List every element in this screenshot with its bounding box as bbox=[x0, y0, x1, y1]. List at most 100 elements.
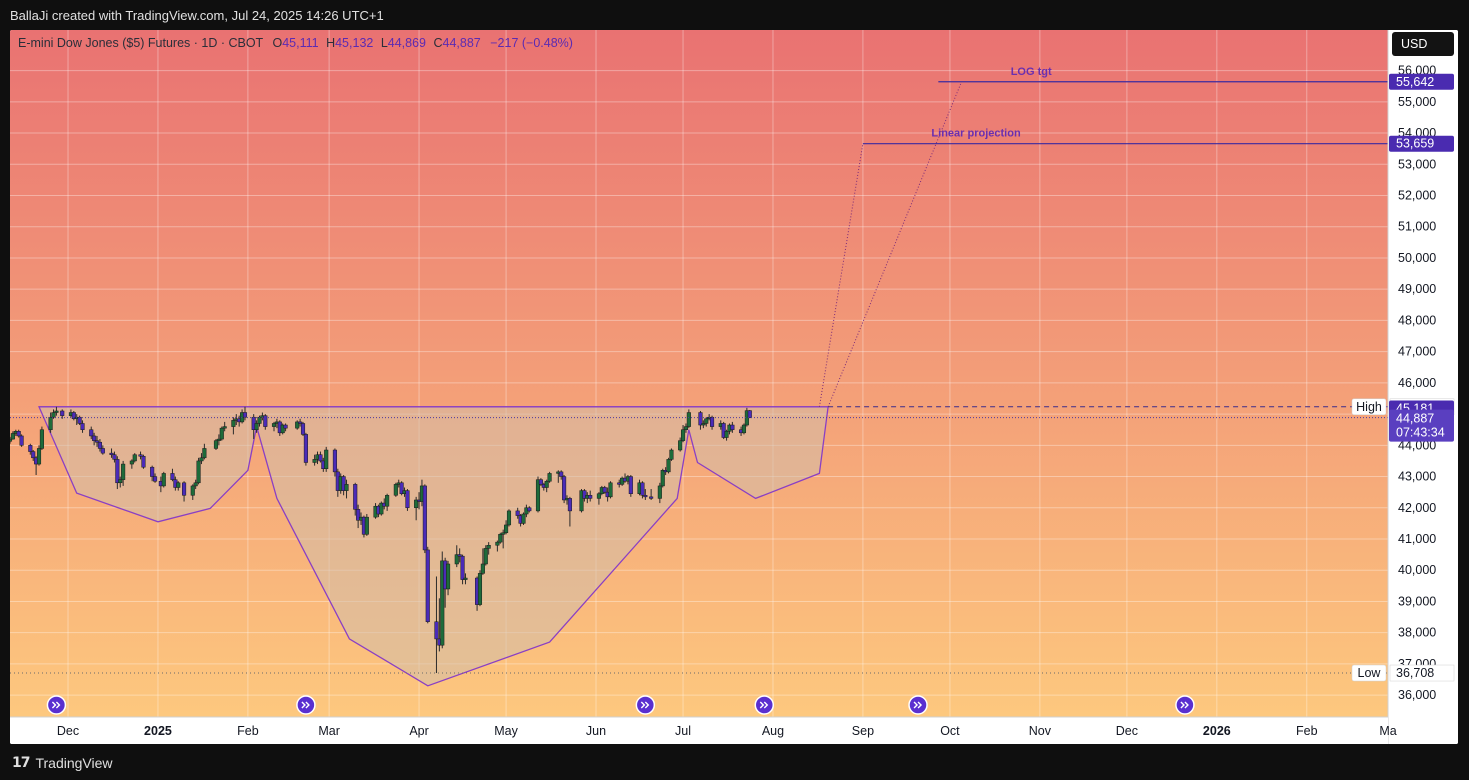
candle bbox=[385, 493, 390, 511]
low-label: L bbox=[380, 36, 388, 50]
event-marker-circle bbox=[754, 695, 775, 715]
candle bbox=[28, 443, 33, 455]
candle-body bbox=[118, 479, 123, 484]
candle bbox=[129, 459, 134, 469]
candle bbox=[596, 492, 601, 505]
candle-body bbox=[477, 573, 483, 605]
candle-body bbox=[222, 426, 227, 429]
candle bbox=[51, 409, 56, 419]
candle-body bbox=[332, 449, 337, 473]
candle-body bbox=[480, 563, 485, 574]
price-label-box bbox=[1389, 664, 1455, 682]
candle-body bbox=[567, 498, 572, 512]
footer: 17 TradingView bbox=[0, 748, 1469, 780]
x-tick-label: May bbox=[494, 724, 518, 738]
candle-body bbox=[138, 454, 143, 457]
candle-body bbox=[129, 460, 134, 465]
candle-body bbox=[515, 510, 520, 516]
event-marker-glyph bbox=[913, 701, 923, 709]
candle bbox=[16, 429, 21, 438]
candle bbox=[193, 479, 198, 490]
candle-body bbox=[628, 476, 633, 494]
candle-body bbox=[562, 476, 567, 501]
candle-body bbox=[649, 496, 654, 499]
candle-body bbox=[242, 412, 248, 418]
price-label-box bbox=[1389, 135, 1454, 152]
projection-line bbox=[818, 143, 864, 407]
candle bbox=[521, 512, 526, 525]
y-tick-label: 36,000 bbox=[1398, 688, 1436, 702]
candle bbox=[608, 481, 613, 499]
candle bbox=[669, 448, 674, 461]
candle-body bbox=[170, 473, 175, 480]
candle-body bbox=[385, 495, 390, 507]
candle-body bbox=[353, 484, 358, 510]
price-label-box bbox=[1389, 409, 1454, 442]
candle-body bbox=[298, 421, 303, 424]
linear-projection-label: Linear projection bbox=[931, 128, 1021, 140]
candle-body bbox=[460, 555, 465, 580]
candle-body bbox=[379, 502, 384, 515]
candle-body bbox=[182, 482, 187, 496]
candle-body bbox=[724, 431, 729, 438]
candle-body bbox=[393, 484, 398, 496]
price-label-tag: High bbox=[1356, 400, 1382, 414]
event-marker-icon bbox=[754, 695, 775, 715]
candle bbox=[121, 460, 126, 486]
candle-body bbox=[701, 423, 706, 426]
time-axis[interactable] bbox=[10, 717, 1388, 744]
candle bbox=[161, 471, 166, 488]
x-tick-label: Apr bbox=[409, 724, 428, 738]
tradingview-logo[interactable]: 17 TradingView bbox=[12, 755, 113, 771]
candle-body bbox=[39, 429, 44, 449]
candle bbox=[579, 489, 584, 513]
event-marker-glyph bbox=[759, 701, 769, 709]
high-value: 45,132 bbox=[335, 36, 374, 50]
candle bbox=[341, 474, 346, 496]
plot-background bbox=[10, 30, 1388, 717]
candle bbox=[602, 485, 607, 494]
y-tick-label: 46,000 bbox=[1398, 376, 1436, 390]
candle bbox=[48, 412, 53, 433]
candle-body bbox=[341, 476, 346, 491]
event-marker-glyph bbox=[301, 701, 310, 709]
candle-body bbox=[608, 482, 613, 498]
candle bbox=[92, 432, 97, 446]
candle bbox=[425, 546, 430, 624]
candle-body bbox=[698, 412, 703, 426]
candle bbox=[463, 573, 468, 585]
candle-body bbox=[527, 507, 532, 512]
price-label-value: 44,887 bbox=[1396, 412, 1434, 426]
currency-button[interactable]: USD bbox=[1392, 32, 1454, 56]
candle-body bbox=[51, 412, 56, 418]
price-label-tag-box bbox=[1351, 398, 1387, 416]
chart-frame[interactable]: LOG tgt Linear projection 36,000 37,000 38,… bbox=[10, 30, 1458, 744]
candle bbox=[190, 484, 195, 500]
candle-body bbox=[640, 482, 645, 496]
candle bbox=[562, 474, 567, 504]
candle-body bbox=[356, 509, 361, 521]
y-tick-label: 47,000 bbox=[1398, 345, 1436, 359]
candle bbox=[649, 489, 654, 500]
candle bbox=[527, 506, 532, 513]
x-tick-label: Feb bbox=[1296, 724, 1318, 738]
candle bbox=[704, 417, 709, 427]
candle bbox=[176, 481, 181, 491]
candle-body bbox=[153, 476, 158, 482]
candle-body bbox=[271, 423, 277, 427]
candle bbox=[216, 434, 221, 446]
candle bbox=[231, 417, 236, 435]
candle-body bbox=[463, 577, 468, 580]
x-tick-label: Oct bbox=[940, 724, 960, 738]
candle-body bbox=[300, 423, 306, 435]
candle-body bbox=[669, 449, 674, 460]
event-marker-circle bbox=[46, 695, 67, 715]
x-tick-label: Aug bbox=[762, 724, 784, 738]
candle bbox=[153, 473, 158, 483]
candle-body bbox=[678, 440, 683, 451]
candle bbox=[150, 465, 155, 482]
candle bbox=[112, 451, 117, 463]
candle-body bbox=[109, 452, 114, 455]
candle bbox=[588, 490, 593, 502]
